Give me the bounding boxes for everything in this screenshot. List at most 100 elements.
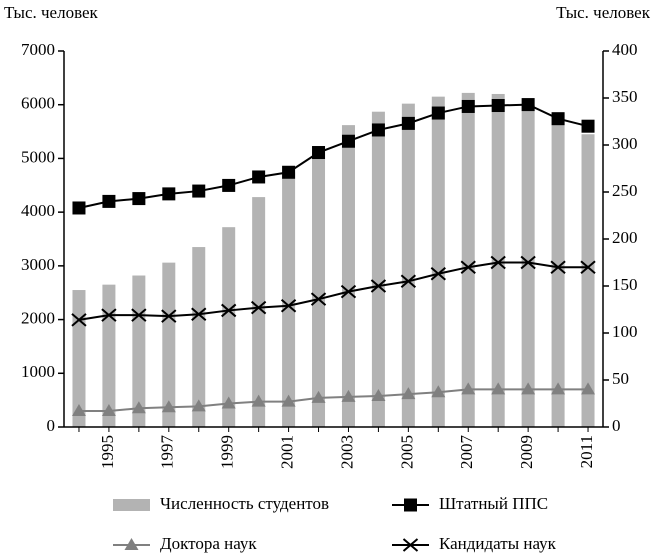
bar: [252, 197, 266, 427]
marker-triangle: [131, 401, 146, 414]
marker-square: [312, 146, 326, 160]
marker-x: [460, 260, 476, 274]
bar: [222, 227, 236, 427]
marker-square: [282, 165, 296, 179]
legend-swatch: [113, 499, 150, 511]
y2-tick-label: 350: [612, 87, 638, 106]
marker-x: [161, 309, 177, 323]
bar: [551, 112, 565, 428]
marker-triangle: [551, 382, 566, 395]
marker-square: [401, 116, 415, 130]
x-tick-label: 1995: [98, 435, 117, 469]
y-tick-label: 4000: [21, 201, 55, 220]
y-tick-label: 1000: [21, 362, 55, 381]
marker-triangle: [491, 382, 506, 395]
marker-triangle: [311, 390, 326, 403]
y-tick-label: 2000: [21, 308, 55, 327]
marker-x: [402, 538, 419, 552]
marker-square: [404, 498, 417, 512]
marker-x: [221, 303, 237, 318]
series-line: [78, 261, 589, 321]
legend-label: Штатный ППС: [439, 494, 548, 513]
legend-label: Доктора наук: [160, 534, 257, 553]
marker-triangle: [101, 404, 116, 417]
marker-triangle: [521, 382, 536, 395]
bar: [461, 92, 475, 427]
marker-x: [101, 308, 117, 322]
marker-triangle: [221, 396, 236, 409]
marker-x: [340, 284, 357, 299]
bar: [491, 93, 505, 427]
x-tick-label: 2007: [457, 435, 476, 470]
marker-x: [490, 255, 506, 270]
bar: [341, 125, 355, 427]
x-tick-label: 2005: [397, 435, 416, 469]
marker-square: [132, 192, 146, 206]
x-tick-label: 1999: [218, 435, 237, 469]
bar: [312, 151, 326, 428]
marker-triangle: [401, 387, 416, 400]
marker-triangle: [341, 389, 356, 402]
y2-tick-label: 0: [612, 416, 621, 435]
marker-x: [131, 308, 147, 322]
marker-x: [430, 267, 446, 281]
y2-tick-label: 50: [612, 369, 629, 388]
marker-x: [550, 260, 566, 274]
series-line: [78, 388, 589, 413]
y2-tick-label: 100: [612, 322, 638, 341]
y-tick-label: 3000: [21, 255, 55, 274]
series-line: [78, 103, 589, 209]
marker-square: [431, 106, 445, 120]
marker-triangle: [581, 382, 596, 395]
marker-triangle: [161, 400, 176, 413]
marker-x: [191, 307, 207, 321]
marker-triangle: [124, 538, 139, 550]
y2-tick-label: 250: [612, 181, 638, 200]
marker-triangle: [281, 394, 296, 407]
marker-x: [400, 274, 417, 289]
marker-x: [370, 279, 387, 293]
marker-square: [551, 112, 565, 126]
y2-tick-label: 200: [612, 228, 638, 247]
bar: [581, 134, 595, 427]
bar: [72, 290, 86, 427]
marker-square: [371, 123, 385, 137]
y-axis-title: Тыс. человек: [4, 3, 99, 22]
marker-square: [521, 98, 535, 112]
marker-x: [310, 292, 327, 306]
bar: [431, 96, 445, 428]
y-tick-label: 6000: [21, 94, 55, 113]
bar: [192, 247, 206, 427]
x-tick-label: 2009: [517, 435, 536, 469]
y2-tick-label: 400: [612, 40, 638, 59]
marker-square: [72, 201, 86, 215]
marker-square: [222, 178, 236, 192]
x-tick-label: 1997: [158, 435, 177, 470]
marker-triangle: [191, 399, 206, 412]
bar: [521, 105, 535, 427]
marker-triangle: [371, 388, 386, 401]
y2-tick-label: 150: [612, 275, 638, 294]
x-tick-label: 2003: [337, 435, 356, 469]
marker-square: [341, 134, 355, 148]
marker-square: [491, 99, 505, 113]
bar: [282, 172, 296, 427]
marker-triangle: [251, 394, 266, 407]
x-tick-label: 2011: [577, 435, 596, 468]
legend-label: Кандидаты наук: [439, 534, 557, 553]
marker-x: [280, 298, 297, 313]
marker-square: [252, 170, 266, 184]
y2-axis-title: Тыс. человек: [556, 3, 651, 22]
bar: [371, 111, 385, 427]
y-tick-label: 7000: [21, 40, 55, 59]
marker-square: [162, 187, 176, 201]
marker-x: [250, 300, 267, 315]
bar: [102, 284, 116, 427]
marker-triangle: [461, 382, 476, 395]
marker-triangle: [71, 404, 86, 417]
y-tick-label: 0: [47, 416, 56, 435]
marker-x: [520, 255, 536, 270]
marker-square: [581, 119, 595, 133]
bar: [401, 103, 415, 427]
